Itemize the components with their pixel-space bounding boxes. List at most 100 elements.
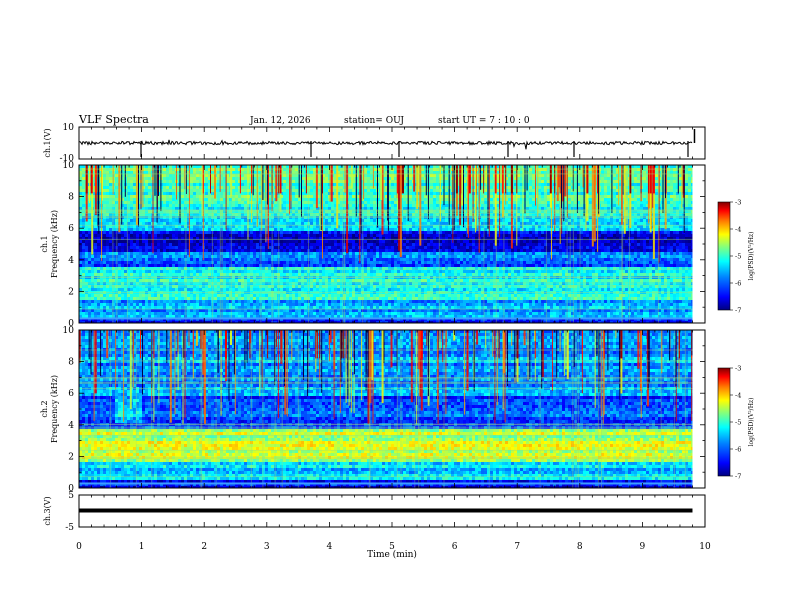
ch1-spectrogram-cell	[367, 171, 370, 174]
ch1-spectrogram-cell	[514, 195, 517, 198]
ch1-spectrogram-cell	[457, 210, 460, 213]
ch1-spectrogram-cell	[454, 219, 457, 222]
ch1-spectrogram-cell	[283, 219, 286, 222]
ch1-spectrogram-cell	[388, 189, 391, 192]
ch1-spectrogram-cell	[667, 198, 670, 201]
ch1-spectrogram-cell	[415, 234, 418, 237]
ch1-spectrogram-cell	[241, 234, 244, 237]
ch1-spectrogram-cell	[499, 171, 502, 174]
ch1-spectrogram-cell	[454, 198, 457, 201]
ch1-spectrogram-cell	[79, 198, 82, 201]
ch1-spectrogram-cell	[481, 222, 484, 225]
ch1-spectrogram-cell	[328, 186, 331, 189]
ch1-spectrogram-cell	[577, 174, 580, 177]
ch1-spectrogram-cell	[265, 180, 268, 183]
ch1-spectrogram-cell	[529, 222, 532, 225]
ch1-spectrogram-cell	[163, 192, 166, 195]
ch1-spectrogram-cell	[595, 222, 598, 225]
ch1-spectrogram-cell	[445, 216, 448, 219]
ch1-spectrogram-cell	[238, 237, 241, 240]
ch1-spectrogram-cell	[208, 183, 211, 186]
ch1-spectrogram-cell	[268, 204, 271, 207]
ch1-spectrogram-cell	[679, 186, 682, 189]
ch1-spectrogram-cell	[211, 207, 214, 210]
ch1-spectrogram-cell	[223, 180, 226, 183]
ch1-spectrogram-cell	[259, 222, 262, 225]
ch1-spectrogram-cell	[403, 192, 406, 195]
ch1-spectrogram-cell	[253, 216, 256, 219]
ch1-spectrogram-cell	[196, 186, 199, 189]
ch1-spectrogram-cell	[199, 231, 202, 234]
ch1-spectrogram-cell	[508, 174, 511, 177]
ch1-spectrogram-cell	[403, 210, 406, 213]
ch1-spectrogram-cell	[106, 177, 109, 180]
ch1-spectrogram-cell	[334, 222, 337, 225]
ch1-spectrogram-cell	[403, 168, 406, 171]
ch1-spectrogram-cell	[532, 201, 535, 204]
ch1-spectrogram-cell	[634, 207, 637, 210]
ch1-spectrogram-cell	[310, 210, 313, 213]
ch1-spectrogram-cell	[385, 216, 388, 219]
ch1-spectrogram-cell	[547, 216, 550, 219]
ch1-spectrogram-cell	[283, 186, 286, 189]
ch1-spectrogram-cell	[526, 195, 529, 198]
ch1-spectrogram-cell	[307, 213, 310, 216]
ch1-spectrogram-cell	[259, 210, 262, 213]
ch1-spectrogram-cell	[226, 231, 229, 234]
ch1-spectrogram-cell	[181, 210, 184, 213]
ch1-spectrogram-cell	[655, 198, 658, 201]
ch1-spectrogram-cell	[112, 210, 115, 213]
ch1-spectrogram-cell	[337, 234, 340, 237]
ch1-spectrogram-cell	[337, 189, 340, 192]
ch1-spectrogram-cell	[187, 174, 190, 177]
ch1-spectrogram-cell	[253, 231, 256, 234]
ch1-spectrogram-cell	[457, 198, 460, 201]
ch1-spectrogram-cell	[616, 201, 619, 204]
ch1-spectrogram-cell	[643, 165, 646, 168]
ch1-spectrogram-cell	[622, 219, 625, 222]
ch1-spectrogram-cell	[265, 192, 268, 195]
ch1-spectrogram-cell	[508, 165, 511, 168]
ch1-spectrogram-cell	[373, 213, 376, 216]
ch1-spectrogram-cell	[391, 165, 394, 168]
ch1-spectrogram-cell	[322, 207, 325, 210]
ch1-spectrogram-cell	[244, 237, 247, 240]
ch1-spectrogram-cell	[214, 219, 217, 222]
ch1-spectrogram-cell	[625, 231, 628, 234]
ch1-spectrogram-cell	[391, 183, 394, 186]
ch1-spectrogram-cell	[580, 186, 583, 189]
ch1-spectrogram-cell	[187, 210, 190, 213]
ch1-spectrogram-cell	[388, 198, 391, 201]
ch1-spectrogram-cell	[535, 198, 538, 201]
ch1-spectrogram-cell	[160, 192, 163, 195]
ch1-spectrogram-cell	[193, 204, 196, 207]
ch1-spectrogram-cell	[328, 201, 331, 204]
ch1-spectrogram-cell	[646, 201, 649, 204]
ch1-spectrogram-cell	[352, 210, 355, 213]
ch1-spectrogram-cell	[181, 216, 184, 219]
ch1-spectrogram-cell	[580, 216, 583, 219]
ch1-spectrogram-cell	[532, 219, 535, 222]
ch1-spectrogram-cell	[370, 225, 373, 228]
ch1-spectrogram-cell	[361, 168, 364, 171]
ch1-spectrogram-cell	[265, 183, 268, 186]
ch1-spectrogram-cell	[529, 219, 532, 222]
ch1-spectrogram-cell	[553, 231, 556, 234]
ch1-spectrogram-cell	[88, 210, 91, 213]
ch1-spectrogram-cell	[208, 225, 211, 228]
ch1-spectrogram-cell	[172, 225, 175, 228]
ch1-spectrogram-cell	[283, 225, 286, 228]
ch1-spectrogram-cell	[580, 183, 583, 186]
ch1-spectrogram-cell	[379, 201, 382, 204]
ch1-spectrogram-cell	[385, 183, 388, 186]
ch1-spectrogram-cell	[298, 222, 301, 225]
ch1-spectrogram-cell	[394, 219, 397, 222]
ch1-spectrogram-cell	[460, 225, 463, 228]
ch1-spectrogram-cell	[193, 165, 196, 168]
ch1-spectrogram-cell	[640, 231, 643, 234]
ch1-spectrogram-cell	[112, 234, 115, 237]
ch1-spectrogram-cell	[508, 183, 511, 186]
ch1-spectrogram-cell	[499, 234, 502, 237]
ch1-spectrogram-cell	[490, 222, 493, 225]
ch1-spectrogram-cell	[328, 204, 331, 207]
